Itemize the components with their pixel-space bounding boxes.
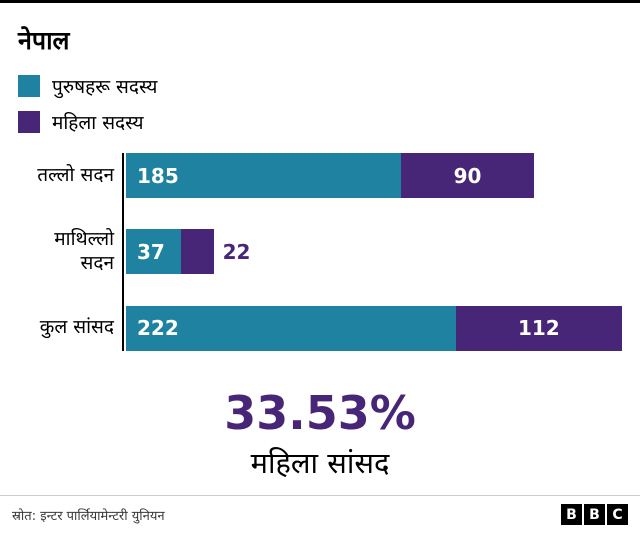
chart-container: नेपाल पुरुषहरू सदस्य महिला सदस्य तल्लो स… [0,3,640,482]
bar-area: 37 22 [124,229,622,275]
bar-area: 185 90 [124,153,622,198]
bar-segment-female [180,229,214,275]
bar-chart: तल्लो सदन 185 90 माथिल्लो सदन 37 22 कुल सांसद 2… [18,153,622,351]
highlight-block: 33.53% महिला सांसद [18,385,622,482]
bbc-logo-letter: C [607,504,628,525]
bar-segment-female: 90 [400,153,535,198]
chart-row: माथिल्लो सदन 37 22 [18,228,622,276]
bbc-logo: B B C [561,504,628,525]
bar-value-label: 22 [222,239,251,264]
legend-item-male: पुरुषहरू सदस्य [18,73,622,99]
category-label: कुल सांसद [39,316,114,339]
bbc-logo-letter: B [561,504,582,525]
y-axis-line [122,153,124,351]
category-label: माथिल्लो सदन [54,228,114,274]
legend: पुरुषहरू सदस्य महिला सदस्य [18,73,622,135]
bar-segment-female: 112 [455,305,622,351]
chart-row: तल्लो सदन 185 90 [18,153,622,198]
bar-segment-male: 185 [126,153,401,198]
chart-title: नेपाल [18,26,70,55]
bar-area: 222 112 [124,305,622,351]
source-text: स्रोत: इन्टर पार्लियामेन्टरी युनियन [12,508,165,524]
female-swatch-icon [18,111,40,133]
legend-label-female: महिला सदस्य [52,112,144,134]
category-label: तल्लो सदन [37,163,114,186]
bar-value-label: 37 [137,239,165,264]
bar-value-label: 90 [453,163,482,188]
legend-label-male: पुरुषहरू सदस्य [52,76,158,98]
highlight-percentage: 33.53% [224,385,416,440]
bar-value-label: 185 [137,163,179,188]
bar-value-label: 112 [517,316,560,340]
bbc-logo-letter: B [584,504,605,525]
chart-rows: तल्लो सदन 185 90 माथिल्लो सदन 37 22 कुल सांसद 2… [18,153,622,351]
top-rule [0,0,640,3]
legend-item-female: महिला सदस्य [18,109,622,135]
highlight-caption: महिला सांसद [250,445,390,480]
bar-value-label: 222 [137,316,179,340]
chart-row: कुल सांसद 222 112 [18,305,622,351]
bar-segment-male: 222 [126,305,456,351]
bar-segment-male: 37 [126,229,181,275]
male-swatch-icon [18,75,40,97]
footer: स्रोत: इन्टर पार्लियामेन्टरी युनियन B B … [0,495,640,533]
